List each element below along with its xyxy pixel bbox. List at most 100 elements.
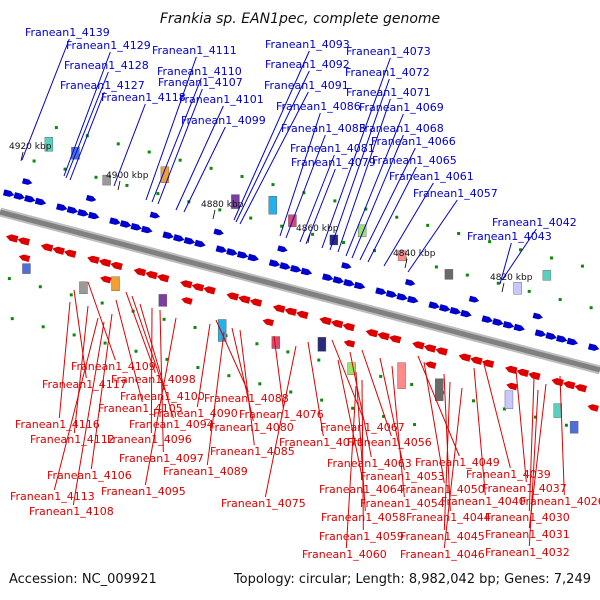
feature-block	[79, 281, 88, 294]
scale-tick-label: 4880 kbp	[201, 200, 244, 210]
gene-label: Franean1_4059	[319, 530, 404, 543]
gene-label: Franean1_4058	[321, 511, 406, 524]
leader-line	[63, 51, 111, 177]
leader-line	[72, 321, 105, 506]
gene-label: Franean1_4046	[400, 548, 485, 561]
gene-label: Franean1_4092	[265, 58, 350, 71]
feature-block	[444, 269, 454, 280]
leader-line	[144, 317, 177, 486]
feature-block	[397, 362, 406, 389]
marker-dot	[317, 358, 321, 362]
gene-label: Franean1_4044	[406, 511, 491, 524]
label-leader-lines	[21, 38, 565, 549]
forward-gene-arrow	[130, 222, 142, 231]
gene-label: Franean1_4108	[29, 505, 114, 518]
reverse-gene-arrow	[506, 382, 518, 391]
marker-dot	[227, 374, 231, 378]
forward-gene-arrow	[24, 194, 36, 203]
reverse-gene-arrow	[284, 307, 297, 316]
forward-gene-arrow	[375, 287, 387, 295]
marker-dot	[382, 414, 386, 418]
marker-dot	[549, 256, 553, 260]
reverse-gene-arrow	[435, 347, 448, 356]
reverse-gene-arrow	[5, 234, 19, 243]
marker-dot	[320, 398, 324, 402]
leader-line	[150, 307, 153, 434]
gene-label: Franean1_4109	[71, 360, 156, 373]
forward-gene-arrow	[77, 208, 89, 217]
feature-block	[397, 250, 407, 262]
reverse-gene-arrow	[110, 261, 123, 271]
leader-line	[345, 385, 357, 549]
leader-line	[21, 38, 70, 161]
gene-label: Franean1_4039	[466, 468, 551, 481]
gene-label: Franean1_4069	[359, 101, 444, 114]
forward-gene-arrow	[183, 236, 196, 245]
leader-line	[115, 299, 143, 403]
feature-block	[111, 276, 120, 291]
marker-dot	[280, 224, 284, 228]
leader-line	[329, 78, 390, 251]
feature-block	[513, 282, 522, 295]
leader-line	[157, 88, 203, 205]
leader-line	[285, 134, 326, 239]
forward-gene-arrow	[194, 239, 206, 248]
marker-dot	[558, 298, 562, 302]
gene-label: Franean1_4061	[389, 170, 474, 183]
forward-gene-arrow	[404, 278, 416, 286]
gene-label: Franean1_4117	[42, 378, 127, 391]
forward-gene-arrow	[85, 194, 97, 202]
reverse-gene-arrow	[587, 404, 599, 412]
gene-label: Franean1_4088	[204, 392, 289, 405]
gene-label: Franean1_4107	[158, 76, 243, 89]
leader-line	[233, 50, 310, 221]
forward-gene-arrow	[534, 329, 547, 337]
leader-line	[53, 317, 99, 491]
feature-block	[231, 194, 240, 209]
gene-label: Franean1_4073	[346, 45, 431, 58]
reverse-gene-arrow	[191, 283, 205, 292]
gene-label: Franean1_4096	[107, 433, 192, 446]
leader-line	[559, 375, 565, 496]
gene-label: Franean1_4054	[360, 497, 445, 510]
feature-block	[102, 174, 111, 186]
marker-dot	[240, 174, 244, 178]
marker-dot	[10, 317, 14, 321]
feature-block	[317, 337, 327, 352]
reverse-gene-arrow	[342, 323, 355, 332]
gene-label: Franean1_4139	[25, 26, 110, 39]
reverse-gene-arrow	[330, 319, 344, 329]
gene-label: Franean1_4053	[360, 470, 445, 483]
reverse-gene-arrow	[100, 275, 112, 284]
gene-label: Franean1_4090	[153, 407, 238, 420]
reverse-gene-arrow	[296, 310, 309, 320]
marker-dot	[496, 281, 500, 285]
forward-gene-arrow	[449, 306, 462, 315]
leader-line	[264, 345, 297, 498]
map-title: Frankia sp. EAN1pec, complete genome	[160, 11, 440, 27]
reverse-gene-arrow	[18, 254, 31, 263]
gene-label: Franean1_4066	[371, 135, 456, 148]
reverse-gene-arrow	[504, 365, 518, 375]
leader-line	[528, 377, 535, 512]
reverse-gene-arrow	[133, 268, 147, 277]
feature-block	[158, 294, 168, 307]
genome-backbone	[0, 207, 600, 375]
gene-label: Franean1_4032	[485, 546, 570, 559]
marker-dot	[564, 423, 568, 427]
reverse-gene-arrow	[180, 280, 193, 289]
marker-dot	[165, 357, 169, 361]
reverse-gene-arrow	[388, 335, 402, 344]
leader-line	[159, 309, 164, 453]
leader-line	[337, 359, 364, 484]
reverse-gene-arrow	[98, 258, 112, 268]
marker-dot	[116, 142, 120, 146]
marker-dot	[156, 192, 160, 196]
accession-text: Accession: NC_009921	[9, 572, 157, 587]
gene-label: Franean1_4045	[400, 530, 485, 543]
leader-line	[206, 331, 225, 466]
forward-gene-arrow	[556, 334, 568, 343]
marker-dot	[364, 207, 368, 211]
forward-gene-arrow	[56, 203, 68, 211]
gene-label: Franean1_4071	[346, 86, 431, 99]
